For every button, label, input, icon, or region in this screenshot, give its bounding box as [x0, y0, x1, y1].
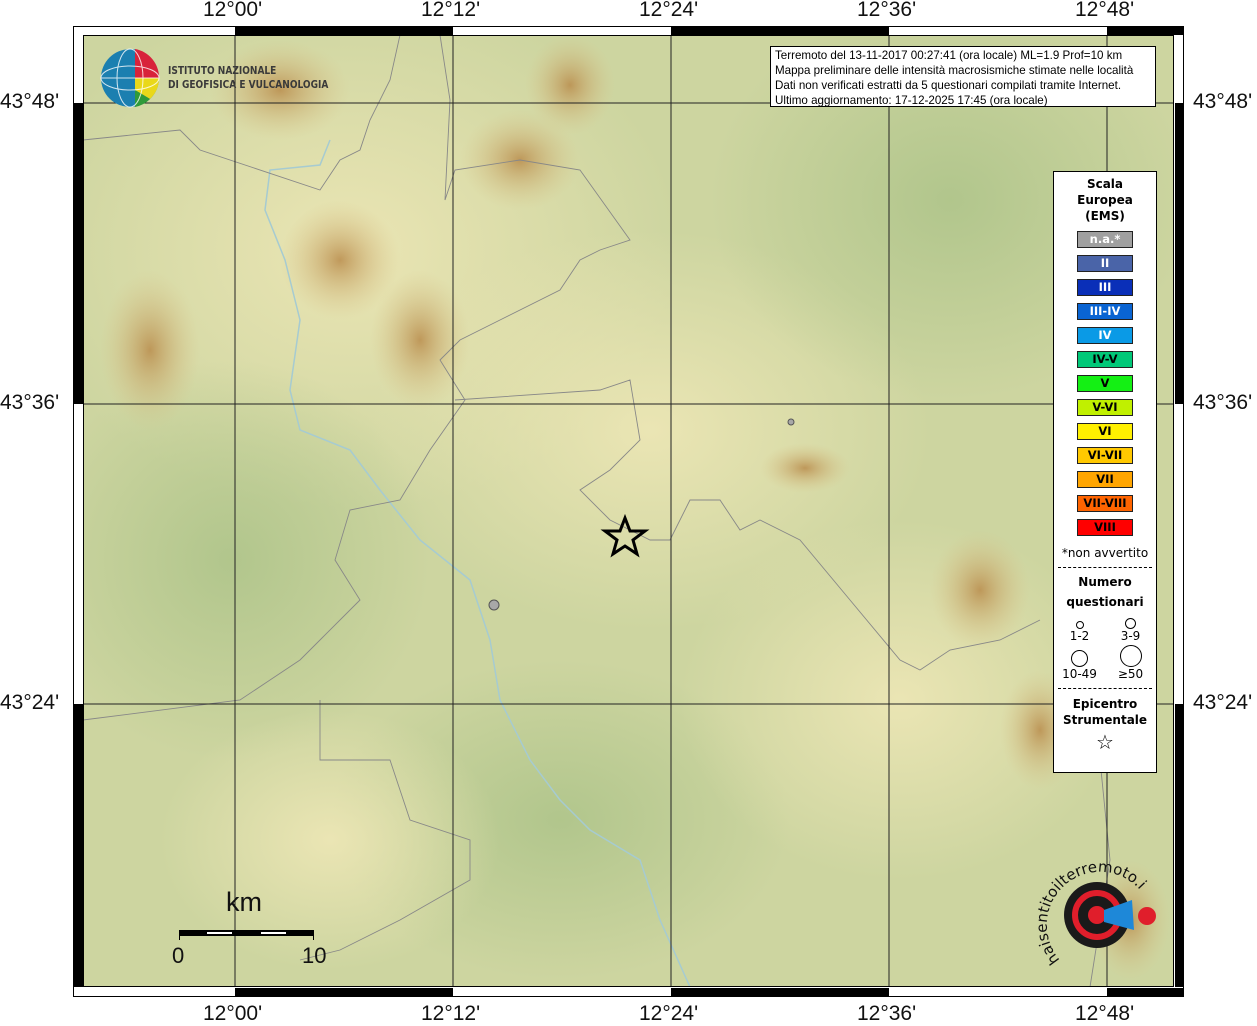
- event-info-line: Terremoto del 13-11-2017 00:27:41 (ora l…: [775, 49, 1123, 62]
- legend-title: Scala Europea (EMS): [1054, 176, 1156, 224]
- lat-label-left: 43°48': [0, 90, 60, 113]
- count-class-label: 3-9: [1120, 629, 1141, 643]
- ingv-logo-text: ISTITUTO NAZIONALE DI GEOFISICA E VULCAN…: [168, 64, 328, 92]
- legend-swatch: V: [1077, 375, 1133, 392]
- legend-swatch: IV-V: [1077, 351, 1133, 368]
- event-info-line: Dati non verificati estratti da 5 questi…: [775, 79, 1122, 92]
- lat-label-right: 43°36': [1193, 391, 1253, 414]
- legend-divider: [1058, 567, 1152, 568]
- count-title-line: Numero: [1078, 575, 1132, 589]
- lon-label-bottom: 12°36': [857, 1002, 917, 1025]
- legend-title-line: (EMS): [1085, 209, 1125, 223]
- lon-label-bottom: 12°48': [1075, 1002, 1135, 1025]
- lon-label-bottom: 12°24': [639, 1002, 699, 1025]
- epicenter-title: Epicentro Strumentale: [1054, 696, 1156, 728]
- lat-label-left: 43°24': [0, 691, 60, 714]
- circle-medium-icon: [1125, 618, 1136, 629]
- lon-label-bottom: 12°12': [421, 1002, 481, 1025]
- circle-xlarge-icon: [1119, 645, 1142, 667]
- ingv-globe-logo: [100, 48, 160, 108]
- count-title-line: questionari: [1066, 595, 1144, 609]
- event-info-box: Terremoto del 13-11-2017 00:27:41 (ora l…: [770, 46, 1156, 107]
- circle-small-icon: [1075, 621, 1084, 629]
- count-classes: 1-2 3-9 10-49 ≥50: [1054, 618, 1156, 681]
- questionnaire-point[interactable]: [787, 418, 795, 426]
- terrain-relief: [83, 35, 1174, 987]
- legend-swatch: II: [1077, 255, 1133, 272]
- legend-title-line: Scala: [1086, 177, 1124, 191]
- lat-label-right: 43°24': [1193, 691, 1253, 714]
- circle-large-icon: [1071, 650, 1088, 667]
- map-frame: [73, 26, 1184, 997]
- legend-swatch: VIII: [1077, 519, 1133, 536]
- scale-max-label: 10: [302, 943, 327, 968]
- legend-note: *non avvertito: [1061, 546, 1149, 560]
- lon-label-top: 12°36': [857, 0, 917, 21]
- legend-swatch: V-VI: [1077, 399, 1133, 416]
- count-class-label: ≥50: [1117, 667, 1144, 681]
- legend-swatch: VII-VIII: [1077, 495, 1133, 512]
- legend-star-icon: ☆: [1096, 730, 1114, 754]
- lat-label-left: 43°36': [0, 391, 60, 414]
- lon-label-top: 12°00': [203, 0, 263, 21]
- graticule: [83, 35, 1174, 987]
- intensity-legend: Scala Europea (EMS) n.a.* II III III-IV IV IV…: [1053, 171, 1157, 773]
- legend-swatch: III-IV: [1077, 303, 1133, 320]
- epicenter-title-line: Epicentro: [1072, 697, 1138, 711]
- legend-divider: [1058, 688, 1152, 689]
- legend-swatches: n.a.* II III III-IV IV IV-V V V-VI VI VI-VII VII VI…: [1054, 231, 1156, 536]
- legend-swatch: III: [1077, 279, 1133, 296]
- legend-swatch: VI: [1077, 423, 1133, 440]
- count-class-label: 10-49: [1062, 667, 1097, 681]
- lon-label-bottom: 12°00': [203, 1002, 263, 1025]
- scale-unit: km: [226, 887, 262, 917]
- lat-label-right: 43°48': [1193, 90, 1253, 113]
- ingv-line2: DI GEOFISICA E VULCANOLOGIA: [168, 78, 329, 91]
- event-info-line: Ultimo aggiornamento: 17-12-2025 17:45 (…: [775, 94, 1048, 107]
- lon-label-top: 12°48': [1075, 0, 1135, 21]
- scale-bar: [179, 930, 314, 940]
- river: [264, 139, 691, 987]
- epicenter-title-line: Strumentale: [1062, 713, 1148, 727]
- count-class-label: 1-2: [1069, 629, 1090, 643]
- epicenter-star-icon[interactable]: [600, 513, 650, 558]
- ingv-line1: ISTITUTO NAZIONALE: [168, 64, 277, 77]
- count-title: Numero questionari: [1054, 572, 1156, 612]
- event-info-line: Mappa preliminare delle intensità macros…: [775, 64, 1134, 77]
- legend-swatch: VI-VII: [1077, 447, 1133, 464]
- lon-label-top: 12°12': [421, 0, 481, 21]
- legend-swatch: VII: [1077, 471, 1133, 488]
- legend-title-line: Europea: [1077, 193, 1133, 207]
- legend-swatch: IV: [1077, 327, 1133, 344]
- legend-swatch: n.a.*: [1077, 231, 1133, 248]
- lon-label-top: 12°24': [639, 0, 699, 21]
- scale-min-label: 0: [172, 943, 185, 968]
- questionnaire-point[interactable]: [488, 599, 500, 611]
